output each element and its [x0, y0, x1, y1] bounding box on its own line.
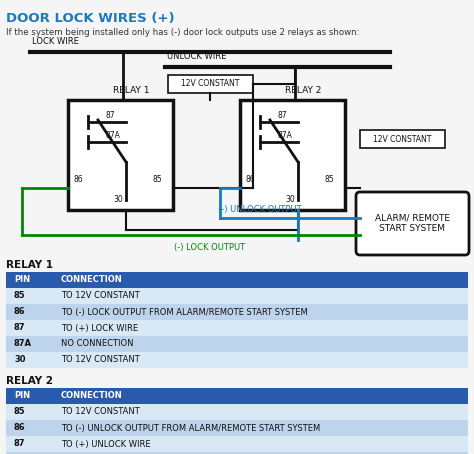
Bar	[6, 288, 468, 304]
Text: 87A: 87A	[14, 340, 32, 349]
FancyBboxPatch shape	[356, 192, 469, 255]
Text: 87: 87	[14, 324, 26, 332]
Text: 86: 86	[14, 424, 26, 433]
Text: RELAY 1: RELAY 1	[113, 86, 149, 95]
Bar	[6, 336, 468, 352]
Text: 85: 85	[14, 291, 26, 301]
Text: UNLOCK WIRE: UNLOCK WIRE	[167, 52, 227, 61]
Bar	[68, 100, 173, 210]
Text: (-) LOCK OUTPUT: (-) LOCK OUTPUT	[174, 243, 246, 252]
Text: 12V CONSTANT: 12V CONSTANT	[374, 134, 432, 143]
Text: 30: 30	[113, 195, 123, 204]
Text: 86: 86	[246, 175, 255, 184]
Text: (-) UNLOCK OUTPUT: (-) UNLOCK OUTPUT	[218, 205, 302, 214]
Text: PIN: PIN	[14, 391, 30, 400]
Bar	[6, 320, 468, 336]
Bar	[6, 388, 468, 404]
Text: 85: 85	[14, 408, 26, 416]
Text: 86: 86	[74, 175, 83, 184]
Text: 87A: 87A	[106, 131, 121, 140]
Text: RELAY 2: RELAY 2	[6, 376, 53, 386]
Bar	[6, 304, 468, 320]
Text: RELAY 1: RELAY 1	[6, 260, 53, 270]
Bar	[6, 352, 468, 368]
Bar	[6, 272, 468, 288]
Text: 30: 30	[285, 195, 295, 204]
Text: If the system being installed only has (-) door lock outputs use 2 relays as sho: If the system being installed only has (…	[6, 28, 359, 37]
Text: 87: 87	[106, 111, 116, 120]
Text: 30: 30	[14, 355, 26, 365]
Text: 87: 87	[14, 439, 26, 449]
Bar	[6, 420, 468, 436]
Bar	[240, 100, 345, 210]
Text: 12V CONSTANT: 12V CONSTANT	[182, 79, 240, 89]
Bar	[6, 404, 468, 420]
Bar	[360, 130, 445, 148]
Text: CONNECTION: CONNECTION	[61, 391, 123, 400]
Text: TO 12V CONSTANT: TO 12V CONSTANT	[61, 355, 140, 365]
Bar	[6, 452, 468, 454]
Text: LOCK WIRE: LOCK WIRE	[32, 37, 79, 46]
Text: DOOR LOCK WIRES (+): DOOR LOCK WIRES (+)	[6, 12, 174, 25]
Text: ALARM/ REMOTE
START SYSTEM: ALARM/ REMOTE START SYSTEM	[375, 214, 450, 233]
Text: PIN: PIN	[14, 276, 30, 285]
Text: 85: 85	[325, 175, 335, 184]
Text: TO (-) UNLOCK OUTPUT FROM ALARM/REMOTE START SYSTEM: TO (-) UNLOCK OUTPUT FROM ALARM/REMOTE S…	[61, 424, 320, 433]
Text: 87: 87	[278, 111, 288, 120]
Bar	[168, 75, 253, 93]
Bar	[6, 436, 468, 452]
Text: TO (+) LOCK WIRE: TO (+) LOCK WIRE	[61, 324, 138, 332]
Text: 85: 85	[153, 175, 163, 184]
Text: RELAY 2: RELAY 2	[285, 86, 321, 95]
Text: TO (-) LOCK OUTPUT FROM ALARM/REMOTE START SYSTEM: TO (-) LOCK OUTPUT FROM ALARM/REMOTE STA…	[61, 307, 308, 316]
Text: TO (+) UNLOCK WIRE: TO (+) UNLOCK WIRE	[61, 439, 151, 449]
Text: 87A: 87A	[278, 131, 293, 140]
Text: NO CONNECTION: NO CONNECTION	[61, 340, 134, 349]
Text: TO 12V CONSTANT: TO 12V CONSTANT	[61, 291, 140, 301]
Text: CONNECTION: CONNECTION	[61, 276, 123, 285]
Text: 86: 86	[14, 307, 26, 316]
Text: TO 12V CONSTANT: TO 12V CONSTANT	[61, 408, 140, 416]
